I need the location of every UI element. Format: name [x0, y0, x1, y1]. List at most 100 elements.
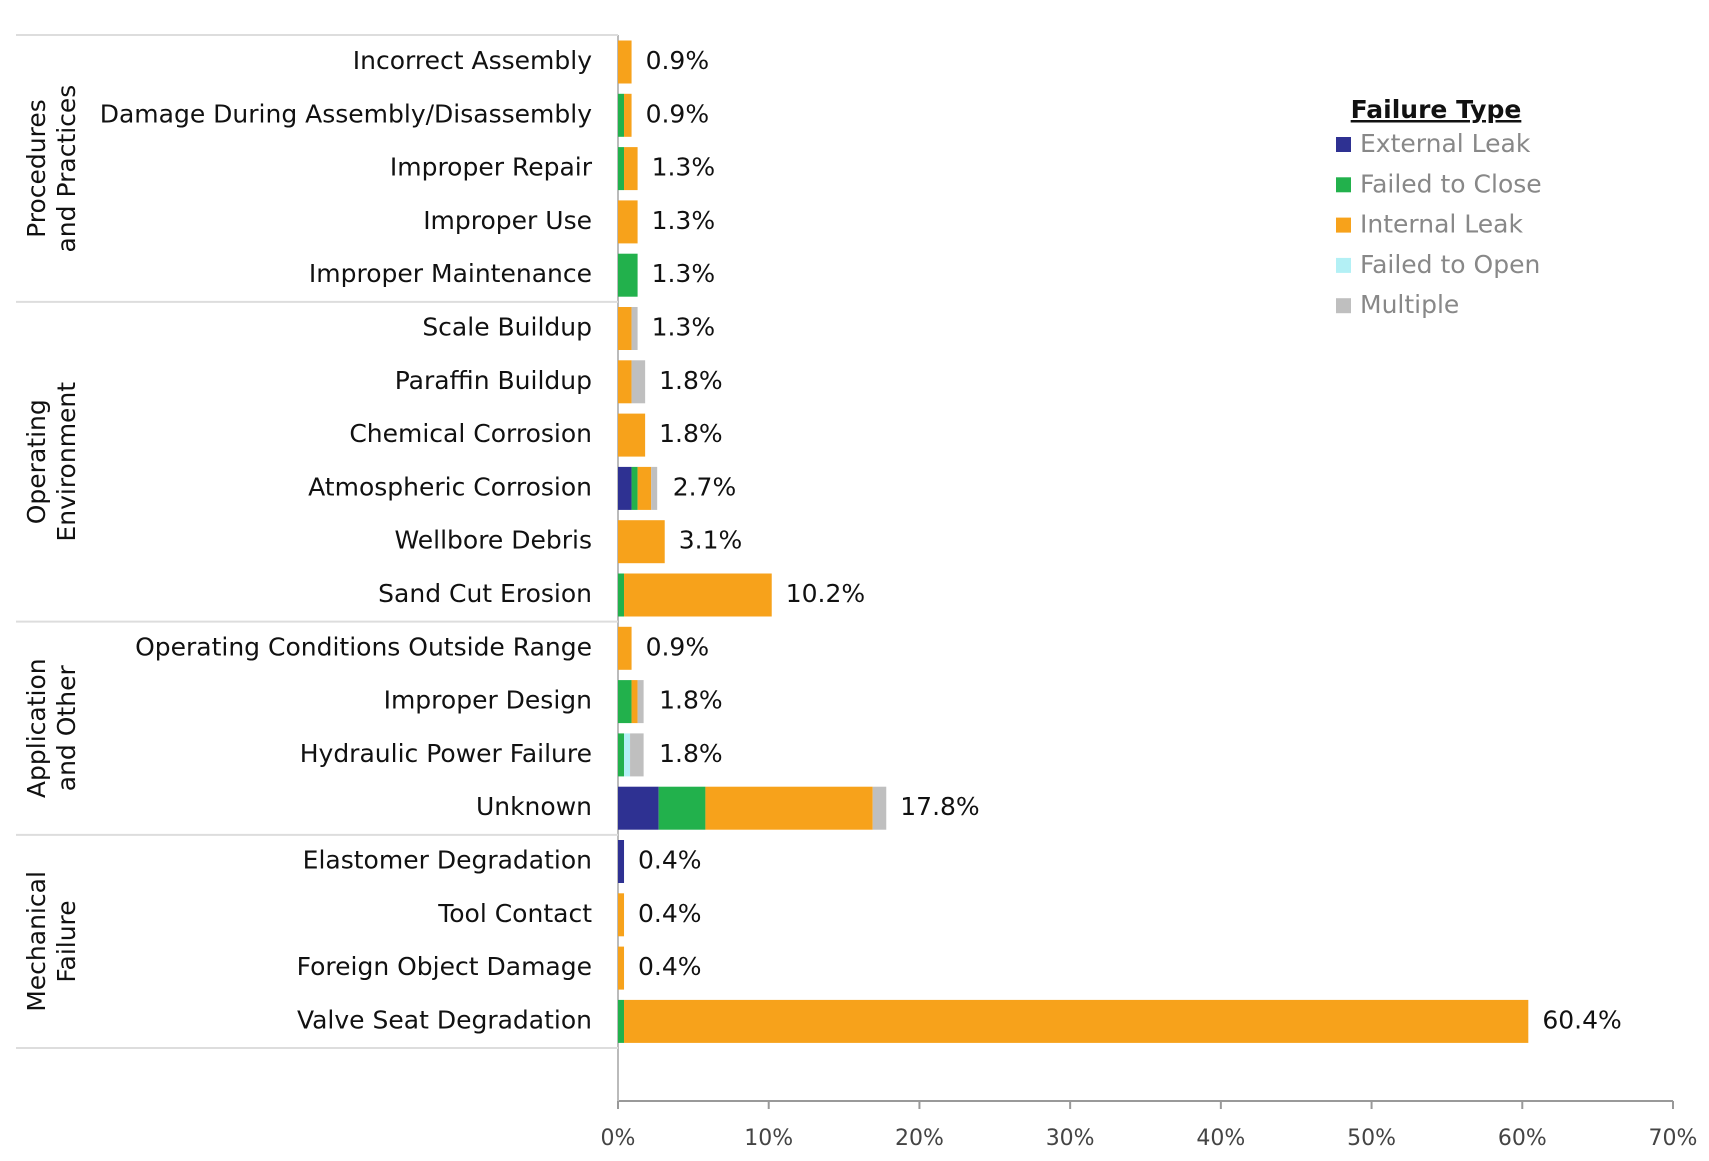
- group-label: Failure: [52, 900, 81, 982]
- y-tick-label: Scale Buildup: [422, 313, 592, 342]
- y-tick-label: Improper Maintenance: [309, 259, 592, 288]
- legend-label: External Leak: [1360, 129, 1531, 158]
- y-tick-label: Hydraulic Power Failure: [300, 739, 592, 768]
- x-tick-label: 10%: [744, 1126, 793, 1151]
- bar-segment: [618, 360, 632, 404]
- total-label: 0.9%: [646, 99, 710, 128]
- total-label: 60.4%: [1542, 1005, 1621, 1034]
- bar-segment: [631, 307, 638, 350]
- y-tick-label: Wellbore Debris: [395, 526, 593, 555]
- legend-swatch: [1336, 217, 1351, 233]
- total-label: 0.9%: [646, 46, 710, 75]
- bar-segment: [618, 253, 638, 297]
- bar-segment: [624, 999, 1529, 1043]
- bar-segment: [705, 786, 873, 830]
- legend-swatch: [1336, 137, 1351, 152]
- total-label: 2.7%: [673, 472, 737, 501]
- y-tick-label: Tool Contact: [437, 899, 592, 928]
- x-tick-label: 60%: [1498, 1126, 1547, 1151]
- legend-label: Failed to Close: [1360, 169, 1542, 198]
- group-label: Operating: [22, 399, 51, 524]
- bar-segment: [624, 147, 638, 191]
- y-tick-label: Elastomer Degradation: [303, 846, 592, 875]
- y-tick-label: Incorrect Assembly: [353, 46, 592, 75]
- y-tick-label: Chemical Corrosion: [349, 419, 592, 448]
- y-tick-label: Improper Design: [384, 686, 592, 715]
- total-label: 1.3%: [652, 206, 716, 235]
- x-tick-label: 30%: [1046, 1126, 1095, 1151]
- legend-label: Failed to Open: [1360, 250, 1540, 279]
- group-label: Mechanical: [22, 871, 51, 1012]
- total-label: 3.1%: [679, 526, 743, 555]
- bar-segment: [631, 466, 638, 510]
- total-label: 0.9%: [646, 632, 710, 661]
- bar-segment: [618, 466, 632, 510]
- y-tick-label: Operating Conditions Outside Range: [135, 632, 592, 661]
- bar-segment: [618, 999, 625, 1043]
- y-tick-label: Improper Repair: [390, 153, 593, 182]
- total-label: 1.3%: [652, 259, 716, 288]
- bar-segment: [618, 307, 632, 350]
- bar-segment: [618, 733, 625, 777]
- bar-segment: [618, 93, 625, 137]
- legend-swatch: [1336, 257, 1351, 273]
- total-label: 1.8%: [659, 686, 723, 715]
- group-label: Procedures: [22, 99, 51, 238]
- bar-segment: [637, 466, 652, 510]
- total-label: 0.4%: [638, 899, 702, 928]
- bar-segment: [651, 466, 658, 510]
- total-label: 0.4%: [638, 846, 702, 875]
- bar-segment: [872, 786, 887, 830]
- total-label: 1.8%: [659, 419, 723, 448]
- bar-segment: [618, 946, 625, 990]
- y-tick-label: Sand Cut Erosion: [378, 579, 592, 608]
- group-label: and Other: [52, 665, 81, 792]
- total-label: 1.8%: [659, 739, 723, 768]
- total-label: 1.3%: [652, 153, 716, 182]
- bar-segment: [618, 413, 646, 457]
- bar-segment: [618, 200, 638, 244]
- y-tick-label: Foreign Object Damage: [297, 952, 592, 981]
- y-tick-label: Valve Seat Degradation: [297, 1005, 592, 1034]
- bar-segment: [618, 40, 632, 84]
- bar-segment: [631, 680, 638, 724]
- x-tick-label: 70%: [1649, 1126, 1698, 1151]
- legend-swatch: [1336, 298, 1351, 314]
- bar-segment: [618, 840, 625, 883]
- bar-segment: [624, 573, 772, 617]
- bar-segment: [618, 626, 632, 670]
- y-tick-label: Atmospheric Corrosion: [308, 472, 592, 501]
- bar-segment: [618, 147, 625, 191]
- x-tick-label: 0%: [601, 1126, 636, 1151]
- total-label: 10.2%: [786, 579, 865, 608]
- y-tick-label: Paraffin Buildup: [395, 366, 592, 395]
- total-label: 1.8%: [659, 366, 723, 395]
- y-tick-label: Improper Use: [423, 206, 592, 235]
- group-label: Environment: [52, 382, 81, 542]
- x-tick-label: 20%: [895, 1126, 944, 1151]
- legend-label: Internal Leak: [1360, 210, 1523, 239]
- bar-segment: [618, 786, 659, 830]
- legend-label: Multiple: [1360, 290, 1459, 319]
- group-label: Application: [22, 658, 51, 798]
- bar-segment: [658, 786, 706, 830]
- y-tick-label: Unknown: [476, 792, 592, 821]
- total-label: 17.8%: [900, 792, 979, 821]
- bar-segment: [624, 93, 632, 137]
- legend-title: Failure Type: [1351, 95, 1522, 124]
- group-label: and Practices: [52, 85, 81, 253]
- bar-segment: [618, 520, 665, 564]
- bar-segment: [630, 733, 644, 777]
- bar-segment: [618, 893, 625, 937]
- bar-segment: [624, 733, 631, 777]
- x-tick-label: 40%: [1196, 1126, 1245, 1151]
- legend-swatch: [1336, 177, 1351, 193]
- bar-segment: [631, 360, 646, 404]
- bar-segment: [637, 680, 644, 724]
- total-label: 1.3%: [652, 313, 716, 342]
- x-tick-label: 50%: [1347, 1126, 1396, 1151]
- y-tick-label: Damage During Assembly/Disassembly: [100, 99, 592, 128]
- total-label: 0.4%: [638, 952, 702, 981]
